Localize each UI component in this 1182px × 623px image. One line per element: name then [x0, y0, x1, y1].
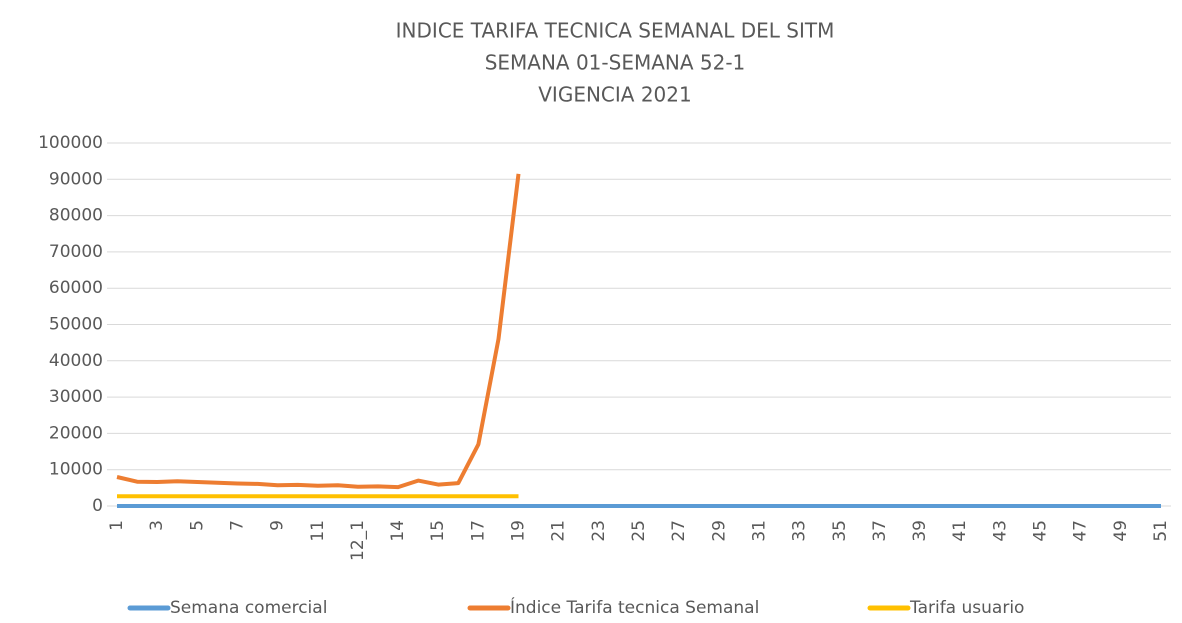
y-tick-label: 60000: [49, 278, 103, 298]
x-tick-label: 31: [749, 520, 769, 542]
x-tick-label: 47: [1071, 520, 1091, 542]
y-tick-label: 90000: [49, 169, 103, 189]
y-tick-label: 40000: [49, 351, 103, 371]
x-tick-label: 21: [549, 520, 569, 542]
x-tick-label: 14: [388, 520, 408, 542]
chart-title: VIGENCIA 2021: [538, 83, 691, 107]
y-tick-label: 100000: [38, 133, 103, 153]
y-tick-label: 10000: [49, 460, 103, 480]
x-tick-label: 39: [910, 520, 930, 542]
x-tick-label: 49: [1111, 520, 1131, 542]
x-tick-label: 27: [669, 520, 689, 542]
y-tick-label: 80000: [49, 206, 103, 226]
chart-title: INDICE TARIFA TECNICA SEMANAL DEL SITM: [396, 19, 835, 43]
legend-label: Semana comercial: [170, 598, 327, 618]
x-tick-label: 9: [268, 520, 288, 531]
x-tick-label: 5: [187, 520, 207, 531]
x-tick-label: 33: [790, 520, 810, 542]
x-tick-label: 1: [107, 520, 127, 531]
x-tick-label: 35: [830, 520, 850, 542]
x-tick-label: 45: [1031, 520, 1051, 542]
x-tick-label: 11: [308, 520, 328, 542]
y-tick-label: 20000: [49, 423, 103, 443]
x-tick-label: 15: [428, 520, 448, 542]
x-tick-label: 3: [147, 520, 167, 531]
legend-label: Tarifa usuario: [909, 598, 1024, 618]
y-tick-label: 70000: [49, 242, 103, 262]
x-tick-label: 17: [468, 520, 488, 542]
x-tick-label: 19: [509, 520, 529, 542]
y-tick-label: 50000: [49, 315, 103, 335]
legend-label: Índice Tarifa tecnica Semanal: [510, 596, 759, 618]
x-tick-label: 23: [589, 520, 609, 542]
x-tick-label: 37: [870, 520, 890, 542]
x-tick-label: 12_1: [348, 520, 368, 561]
x-tick-label: 41: [950, 520, 970, 542]
x-tick-label: 29: [709, 520, 729, 542]
x-tick-label: 7: [227, 520, 247, 531]
x-tick-label: 25: [629, 520, 649, 542]
series-line: [116, 173, 521, 490]
x-tick-label: 43: [990, 520, 1010, 542]
y-tick-label: 30000: [49, 387, 103, 407]
chart-title: SEMANA 01-SEMANA 52-1: [485, 51, 746, 75]
x-tick-label: 51: [1151, 520, 1171, 542]
y-tick-label: 0: [92, 496, 103, 516]
